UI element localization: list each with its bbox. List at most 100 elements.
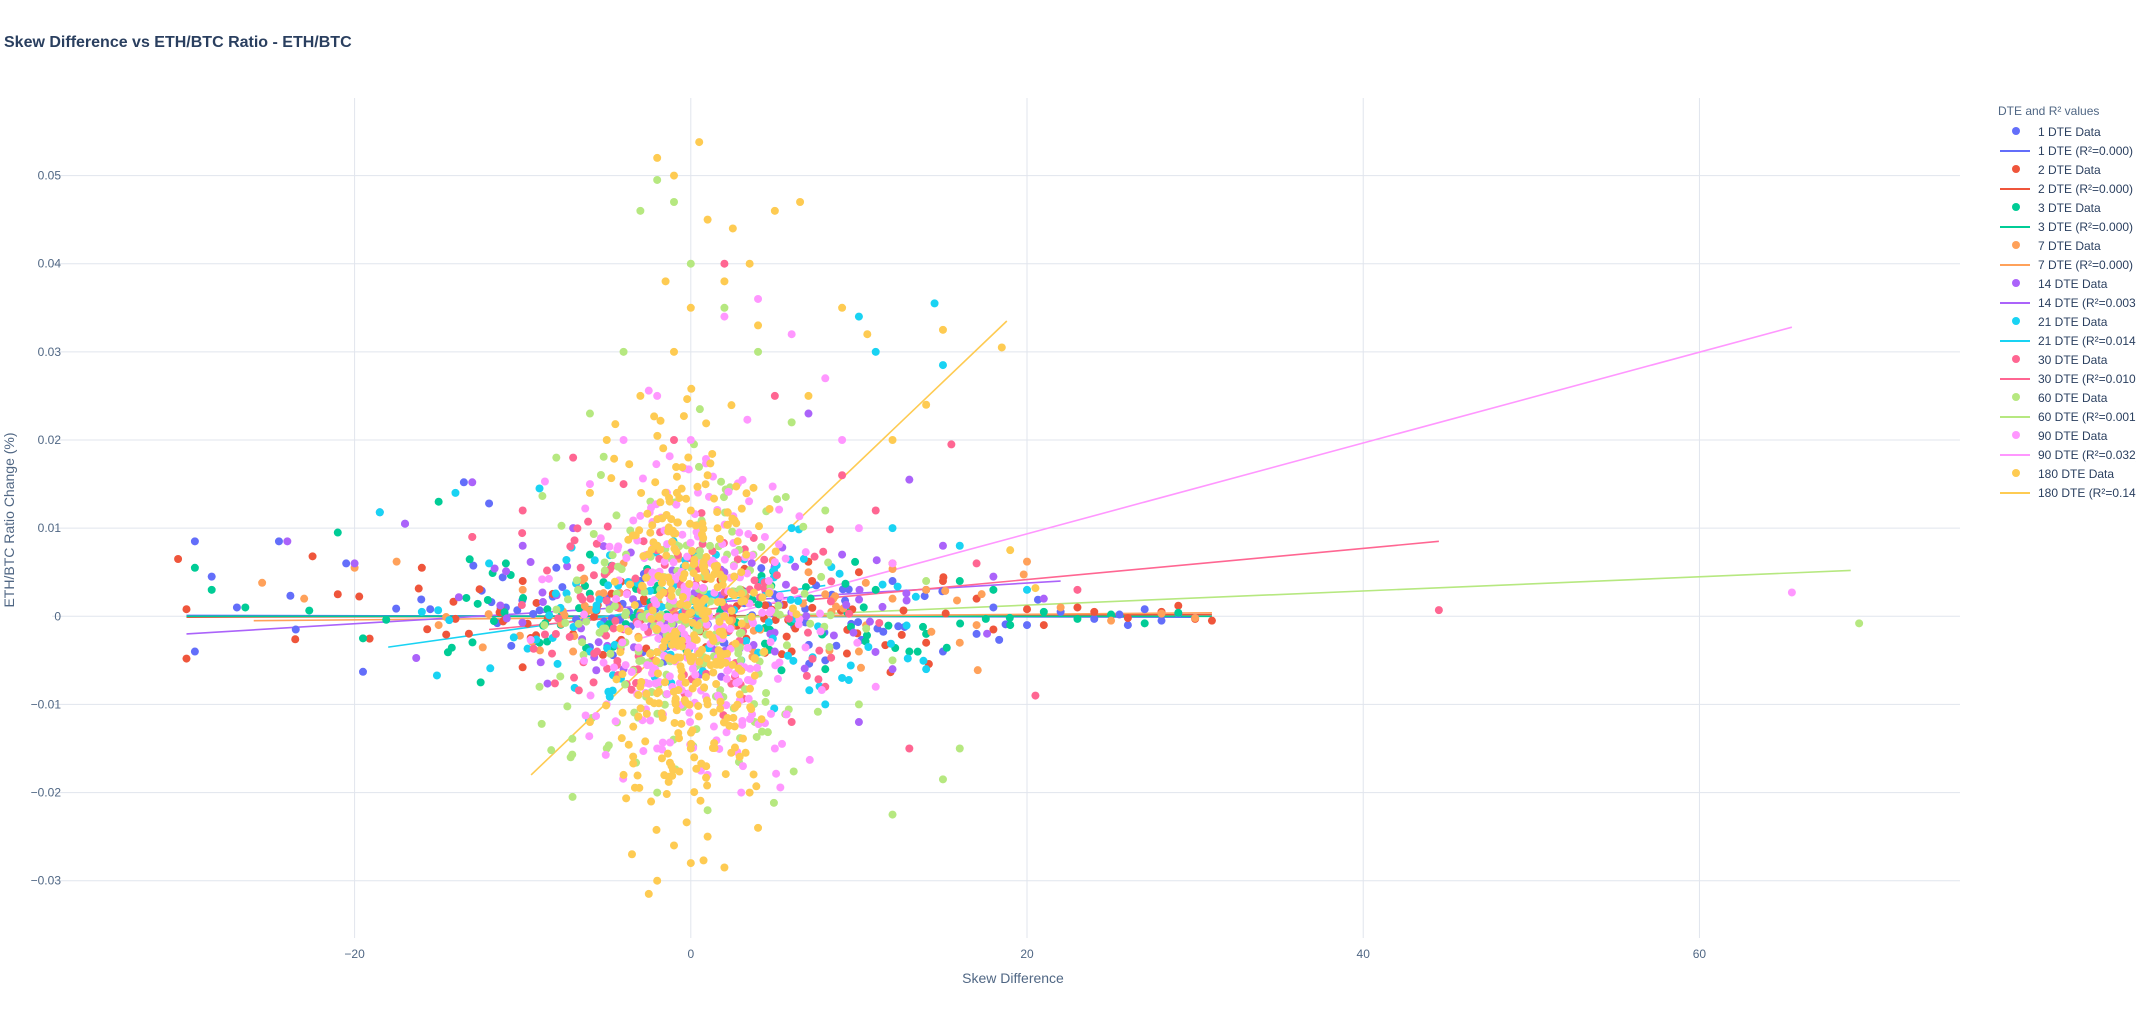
legend-item-data[interactable]: 90 DTE Data xyxy=(1998,426,2136,445)
data-point xyxy=(745,676,754,685)
data-point xyxy=(672,629,681,638)
data-point xyxy=(817,686,826,695)
data-point xyxy=(602,596,611,605)
legend-item-fit[interactable]: 30 DTE (R²=0.010) xyxy=(1998,369,2136,388)
data-point xyxy=(603,664,612,673)
data-point xyxy=(669,656,678,665)
data-point xyxy=(902,596,911,605)
data-point xyxy=(454,593,463,602)
data-point xyxy=(569,647,578,656)
data-point xyxy=(1140,619,1149,628)
legend-item-fit[interactable]: 14 DTE (R²=0.003) xyxy=(1998,293,2136,312)
data-point xyxy=(601,624,610,633)
data-point xyxy=(672,706,681,715)
legend-item-fit[interactable]: 21 DTE (R²=0.014) xyxy=(1998,331,2136,350)
data-point xyxy=(922,400,931,409)
data-point xyxy=(799,522,808,531)
legend-item-data[interactable]: 14 DTE Data xyxy=(1998,274,2136,293)
data-point xyxy=(585,409,594,418)
x-tick-label: −20 xyxy=(344,947,365,961)
legend-item-fit[interactable]: 2 DTE (R²=0.000) xyxy=(1998,179,2136,198)
data-point xyxy=(635,526,644,535)
data-point xyxy=(576,563,585,572)
data-point xyxy=(558,583,567,592)
data-point xyxy=(518,577,527,586)
data-point xyxy=(535,484,544,493)
data-point xyxy=(808,577,817,586)
data-point xyxy=(700,683,709,692)
legend-item-fit[interactable]: 3 DTE (R²=0.000) xyxy=(1998,217,2136,236)
data-point xyxy=(677,484,686,493)
data-point xyxy=(190,563,199,572)
legend-label: 60 DTE Data xyxy=(2038,390,2108,405)
data-point xyxy=(770,744,779,753)
scatter-plot[interactable]: −20 0 20 40 60 −0.03 −0.02 −0.01 0 0.01 0.02 0.03 0.… xyxy=(0,0,1990,1019)
data-point xyxy=(683,395,692,404)
legend-item-data[interactable]: 2 DTE Data xyxy=(1998,160,2136,179)
data-point xyxy=(617,734,626,743)
data-point xyxy=(886,639,895,648)
legend-item-data[interactable]: 30 DTE Data xyxy=(1998,350,2136,369)
data-point xyxy=(526,558,535,567)
legend-item-data[interactable]: 1 DTE Data xyxy=(1998,122,2136,141)
data-point xyxy=(1039,621,1048,630)
data-point xyxy=(720,277,729,286)
data-point xyxy=(713,524,722,533)
data-point xyxy=(760,647,769,656)
data-point xyxy=(770,558,779,567)
data-point xyxy=(574,585,583,594)
data-point xyxy=(735,629,744,638)
data-point xyxy=(283,537,292,546)
data-point xyxy=(757,727,766,736)
data-point xyxy=(703,700,712,709)
legend-item-fit[interactable]: 60 DTE (R²=0.001) xyxy=(1998,407,2136,426)
legend-item-fit[interactable]: 90 DTE (R²=0.032) xyxy=(1998,445,2136,464)
data-point xyxy=(702,654,711,663)
data-point xyxy=(897,630,906,639)
data-point xyxy=(608,686,617,695)
data-point xyxy=(888,594,897,603)
legend-item-data[interactable]: 3 DTE Data xyxy=(1998,198,2136,217)
data-point xyxy=(787,330,796,339)
data-point xyxy=(653,876,662,885)
data-point xyxy=(728,660,737,669)
data-point xyxy=(616,624,625,633)
data-point xyxy=(592,666,601,675)
legend-item-data[interactable]: 180 DTE Data xyxy=(1998,464,2136,483)
data-point xyxy=(722,728,731,737)
legend-item-fit[interactable]: 7 DTE (R²=0.000) xyxy=(1998,255,2136,274)
data-point xyxy=(827,653,836,662)
data-point xyxy=(625,460,634,469)
legend-dot xyxy=(2012,393,2020,401)
legend-item-fit[interactable]: 180 DTE (R²=0.143) xyxy=(1998,483,2136,502)
data-point xyxy=(686,538,695,547)
data-point xyxy=(855,595,864,604)
data-point xyxy=(728,527,737,536)
data-point xyxy=(599,589,608,598)
data-point xyxy=(669,435,678,444)
data-point xyxy=(599,542,608,551)
data-point xyxy=(747,559,756,568)
data-point xyxy=(832,602,841,611)
data-point xyxy=(729,713,738,722)
data-point xyxy=(585,732,594,741)
legend-item-data[interactable]: 60 DTE Data xyxy=(1998,388,2136,407)
data-point xyxy=(535,646,544,655)
data-point xyxy=(817,572,826,581)
data-point xyxy=(743,643,752,652)
data-point xyxy=(765,505,774,514)
legend-line xyxy=(2000,492,2030,494)
data-point xyxy=(675,679,684,688)
legend-item-fit[interactable]: 1 DTE (R²=0.000) xyxy=(1998,141,2136,160)
data-point xyxy=(726,624,735,633)
data-point xyxy=(804,568,813,577)
legend-item-data[interactable]: 21 DTE Data xyxy=(1998,312,2136,331)
data-point xyxy=(698,609,707,618)
data-point xyxy=(878,602,887,611)
data-point xyxy=(590,556,599,565)
legend-item-data[interactable]: 7 DTE Data xyxy=(1998,236,2136,255)
data-point xyxy=(291,625,300,634)
data-point xyxy=(401,519,410,528)
data-point xyxy=(888,577,897,586)
data-point xyxy=(761,697,770,706)
